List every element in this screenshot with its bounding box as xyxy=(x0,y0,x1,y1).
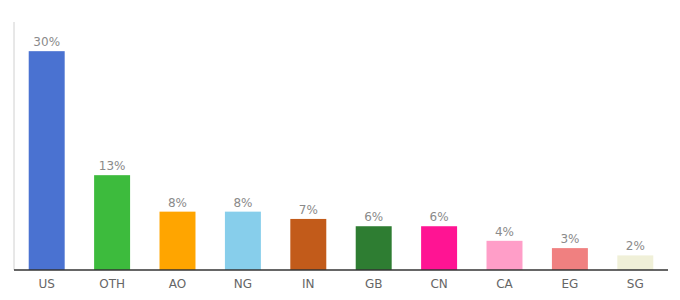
data-label: 30% xyxy=(33,35,60,49)
data-label: 4% xyxy=(495,225,514,239)
x-tick-label: GB xyxy=(365,277,383,291)
x-tick-label: EG xyxy=(561,277,578,291)
x-tick-label: CA xyxy=(496,277,513,291)
bar xyxy=(225,212,261,270)
bar xyxy=(29,51,65,270)
y-axis-line xyxy=(14,22,15,270)
bar xyxy=(487,241,523,270)
x-tick-label: SG xyxy=(627,277,644,291)
x-tick-label: IN xyxy=(302,277,315,291)
data-label: 6% xyxy=(430,210,449,224)
bar xyxy=(160,212,196,270)
bar xyxy=(617,255,653,270)
bar xyxy=(356,226,392,270)
bar xyxy=(421,226,457,270)
data-label: 6% xyxy=(364,210,383,224)
data-label: 8% xyxy=(168,196,187,210)
chart-container: 30% 13% 8% 8% 7% 6% 6% 4% 3% 2% US OTH AO NG IN GB CN CA E… xyxy=(0,0,680,300)
x-tick-label: NG xyxy=(234,277,252,291)
bar xyxy=(290,219,326,270)
x-tick-label: AO xyxy=(169,277,186,291)
data-label: 2% xyxy=(626,239,645,253)
chart-svg: 30% 13% 8% 8% 7% 6% 6% 4% 3% 2% US OTH AO NG IN GB CN CA E… xyxy=(0,0,680,300)
data-label: 7% xyxy=(299,203,318,217)
x-tick-label: CN xyxy=(430,277,447,291)
x-tick-label: US xyxy=(38,277,54,291)
x-axis-line xyxy=(14,269,668,271)
bar xyxy=(552,248,588,270)
data-label: 3% xyxy=(560,232,579,246)
data-label: 13% xyxy=(99,159,126,173)
data-label: 8% xyxy=(233,196,252,210)
bar xyxy=(94,175,130,270)
x-tick-label: OTH xyxy=(99,277,125,291)
bars xyxy=(29,51,654,270)
